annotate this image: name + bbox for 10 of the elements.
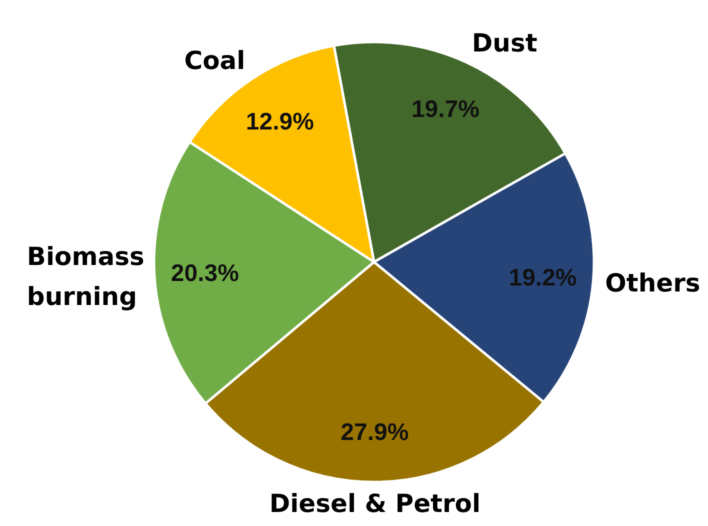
data-label: 19.2% — [508, 264, 577, 292]
slice-label: Biomass burning — [26, 242, 144, 312]
slice-label: Dust — [472, 28, 538, 58]
slice-label: Coal — [184, 46, 246, 76]
data-label: 19.7% — [411, 96, 480, 124]
data-label: 12.9% — [246, 108, 314, 136]
slice-label: Diesel & Petrol — [269, 489, 481, 518]
slice-label: Others — [605, 268, 700, 298]
data-label: 20.3% — [170, 260, 239, 287]
data-label: 27.9% — [340, 419, 409, 446]
